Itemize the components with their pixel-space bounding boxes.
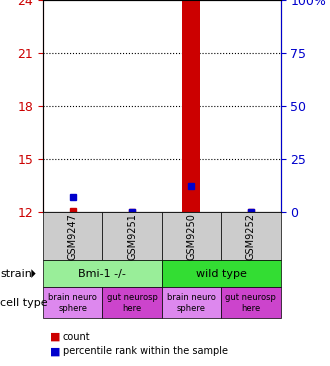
Text: gut neurosp
here: gut neurosp here — [107, 293, 157, 313]
Text: ■: ■ — [50, 346, 60, 356]
Text: brain neuro
sphere: brain neuro sphere — [167, 293, 216, 313]
Bar — [182, 0, 200, 212]
Text: Bmi-1 -/-: Bmi-1 -/- — [78, 269, 126, 279]
Text: count: count — [63, 332, 90, 342]
Text: brain neuro
sphere: brain neuro sphere — [48, 293, 97, 313]
Text: wild type: wild type — [196, 269, 247, 279]
Polygon shape — [31, 269, 36, 278]
Text: ■: ■ — [50, 332, 60, 342]
Text: GSM9252: GSM9252 — [246, 213, 256, 259]
Text: cell type: cell type — [0, 298, 48, 308]
Text: GSM9247: GSM9247 — [68, 213, 78, 259]
Text: GSM9250: GSM9250 — [186, 213, 196, 259]
Text: percentile rank within the sample: percentile rank within the sample — [63, 346, 228, 356]
Text: GSM9251: GSM9251 — [127, 213, 137, 259]
Text: strain: strain — [0, 269, 32, 279]
Text: gut neurosp
here: gut neurosp here — [225, 293, 276, 313]
